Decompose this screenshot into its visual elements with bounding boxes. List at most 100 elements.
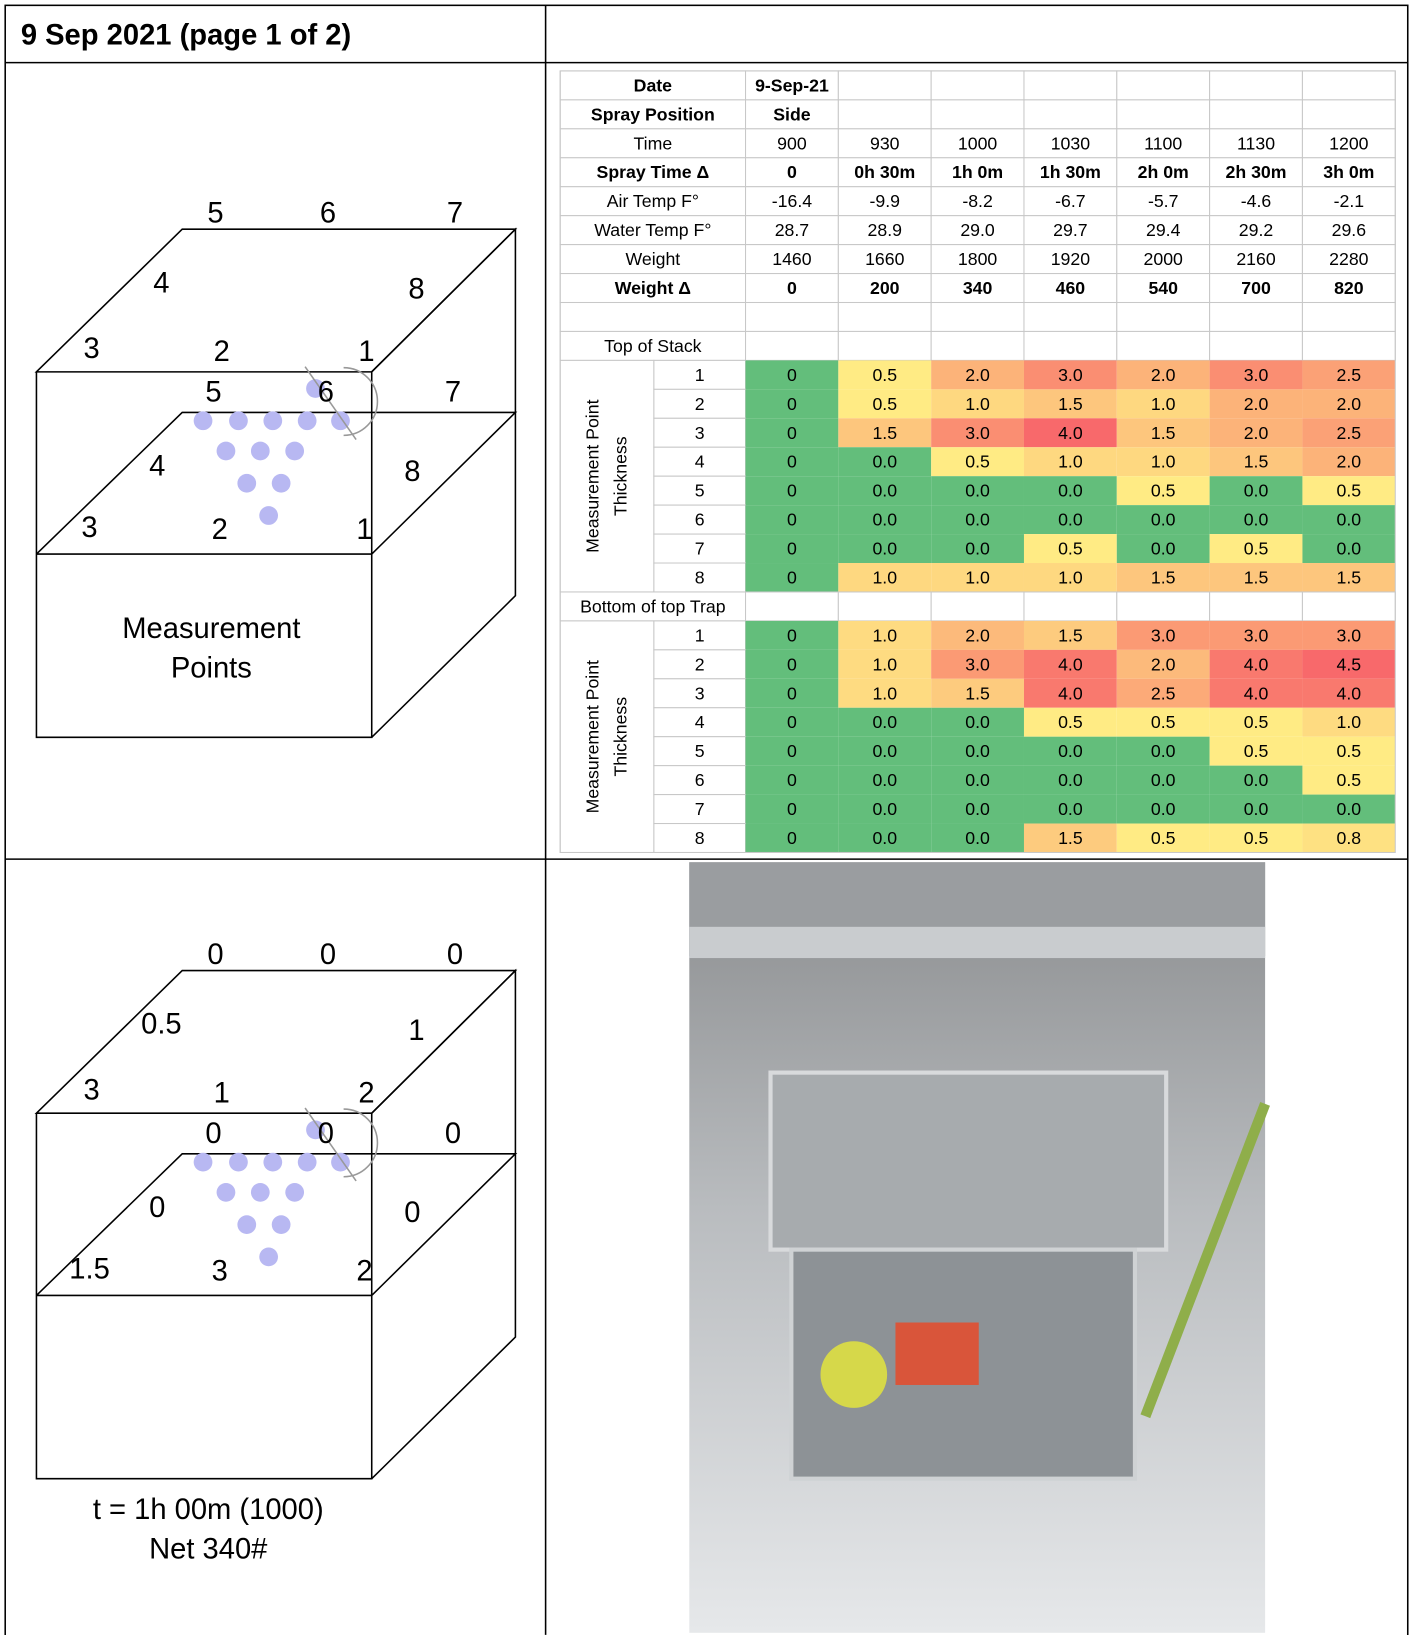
table-cell [559,244,747,275]
table-value: 540 [1148,278,1178,298]
heat-value: 0.5 [872,394,897,414]
diagram-label: 0 [447,939,463,971]
heat-value: 0.0 [1244,510,1269,530]
axis-label: Measurement Point [582,660,602,813]
layout-grid [4,4,1409,1635]
heat-cell [931,620,1024,650]
heat-cell [1116,534,1210,564]
table-value: -2.1 [1334,191,1364,211]
diagram-caption: t = 1h 00m (1000) [93,1494,324,1526]
table-value: 930 [870,133,900,153]
heat-cell [1023,707,1117,737]
table-value: 900 [777,133,807,153]
heat-cell [1023,418,1117,448]
heat-cell [1302,707,1396,737]
heat-value: 0.5 [1337,741,1362,761]
table-cell [1023,70,1118,101]
table-cell [1023,244,1118,275]
heat-cell [931,707,1024,737]
spray-dot [216,441,236,461]
table-cell [559,591,747,622]
heat-cell [838,534,932,564]
heat-value: 0.0 [872,828,897,848]
page-title: 9 Sep 2021 (page 1 of 2) [21,20,351,52]
heat-cell [931,505,1024,535]
heat-value: 1.0 [1151,394,1176,414]
heat-value: 1.5 [1337,567,1362,587]
heat-value: 0 [787,625,797,645]
heat-value: 1.5 [1058,625,1083,645]
table-value: 28.9 [868,220,902,240]
heat-value: 0.0 [1337,510,1362,530]
table-cell [1209,273,1303,304]
diagram-label: 0 [205,1118,221,1150]
heat-cell [1302,563,1396,592]
heat-cell [1023,360,1117,390]
heat-cell [745,360,839,390]
table-border [559,70,1396,854]
diagram-caption: Measurement [122,613,300,645]
heat-cell [1209,707,1303,737]
heat-cell [1116,447,1210,477]
heat-cell [1116,765,1210,795]
diagram-label: 8 [404,456,420,488]
heat-cell [1209,736,1303,766]
diagram-label: 0 [404,1197,420,1229]
table-cell [1209,591,1303,622]
table-value: 1130 [1237,133,1275,153]
heat-value: 0.0 [965,481,990,501]
spray-dot [285,1182,305,1202]
table-cell [1301,330,1396,361]
photo-buoy [895,1322,979,1385]
heat-cell [1023,389,1117,419]
heat-value: 0.5 [1244,539,1269,559]
heat-value: 0.5 [1058,539,1083,559]
heat-cell [931,476,1024,506]
heat-value: 0.5 [965,452,990,472]
table-value: 2160 [1236,249,1276,269]
spray-dot [271,1215,291,1234]
heat-cell [1116,678,1210,708]
axis-label: Thickness [611,697,631,777]
diagram-label: 6 [318,377,334,409]
row-label: Weight Δ [615,278,691,298]
table-cell [1023,330,1118,361]
heat-cell [1116,736,1210,766]
table-cell [1209,157,1303,188]
heat-cell [1209,389,1303,419]
heat-value: 0.5 [1337,481,1362,501]
spray-dot [271,473,291,493]
point-number: 3 [695,423,705,443]
heat-cell [1209,476,1303,506]
point-number: 2 [695,394,705,414]
heat-cell [1116,476,1210,506]
table-cell [930,301,1025,332]
table-cell [653,562,747,593]
heat-cell [838,447,932,477]
spray-dot [306,1120,325,1140]
heat-cell [745,707,839,737]
heat-value: 0 [787,423,797,443]
table-value: 820 [1334,278,1364,298]
table-cell [1209,70,1303,101]
table-value: -6.7 [1055,191,1085,211]
spray-dot [193,411,213,431]
heat-cell [1302,620,1396,650]
table-cell [1023,99,1118,130]
heat-value: 1.0 [1058,567,1083,587]
spray-dot [263,411,283,431]
heat-cell [931,649,1024,679]
heat-cell [838,418,932,448]
row-label: Spray Time Δ [597,162,710,182]
table-value: -16.4 [772,191,812,211]
heat-value: 0 [787,770,797,790]
heat-value: 4.0 [1058,683,1083,703]
table-value: 2h 30m [1226,162,1287,182]
box-diagram [34,968,518,1480]
heat-value: 0.0 [965,510,990,530]
heat-value: 0 [787,828,797,848]
heat-value: 0.5 [1151,481,1176,501]
table-cell [1209,128,1303,159]
heat-cell [1023,794,1117,824]
